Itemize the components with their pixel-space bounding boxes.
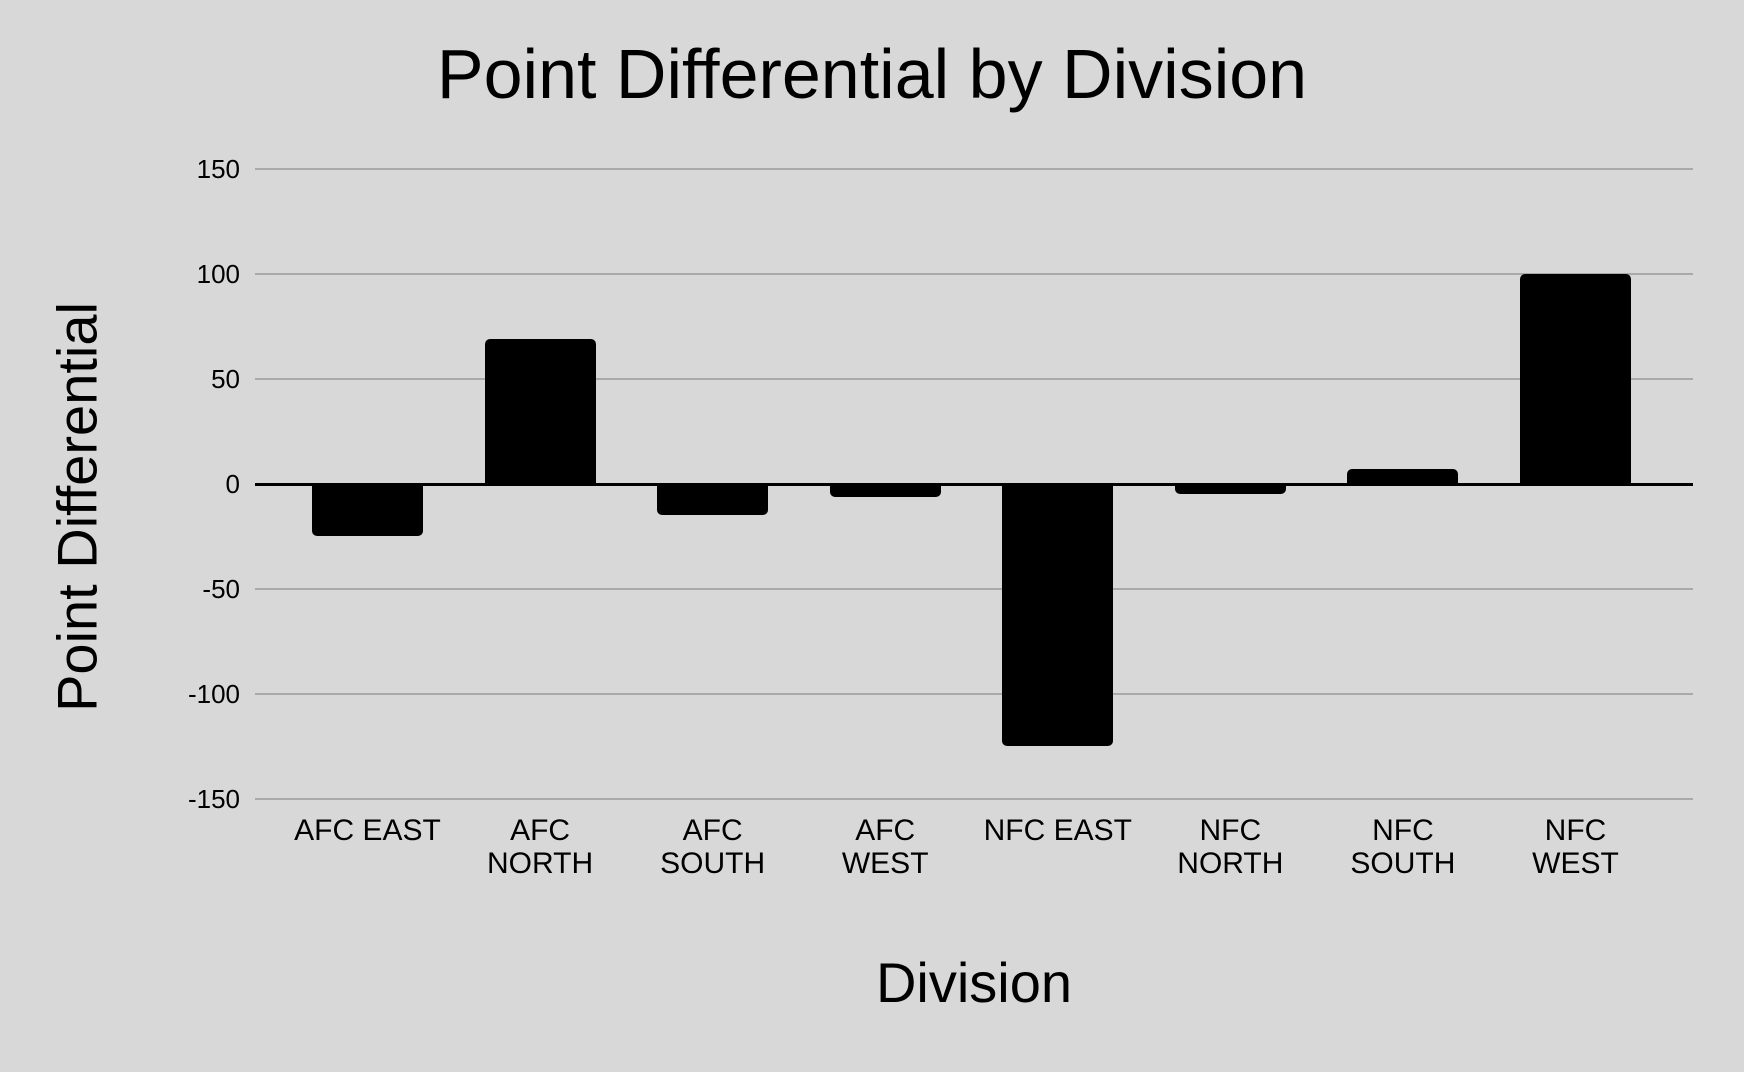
x-tick-label-nfc-west: NFC WEST: [1532, 814, 1619, 880]
gridline--100: [255, 692, 1693, 695]
gridline-50: [255, 378, 1693, 381]
x-tick-label-nfc-south: NFC SOUTH: [1350, 814, 1456, 880]
gridline--50: [255, 587, 1693, 590]
bar-afc-east[interactable]: [312, 484, 423, 537]
bar-nfc-east[interactable]: [1002, 484, 1114, 747]
x-tick-label-afc-west: AFC WEST: [841, 814, 929, 880]
y-tick-label-150: 150: [196, 154, 240, 185]
x-tick-label-nfc-east: NFC EAST: [983, 814, 1132, 847]
chart-title: Point Differential by Division: [436, 35, 1308, 113]
y-tick-label-50: 50: [211, 364, 240, 395]
bar-nfc-west[interactable]: [1519, 274, 1631, 484]
y-tick-label--100: -100: [187, 678, 240, 709]
gridline-150: [255, 168, 1693, 171]
y-tick-label--50: -50: [202, 573, 240, 604]
bar-nfc-north[interactable]: [1174, 484, 1286, 495]
y-tick-label-100: 100: [196, 259, 240, 290]
x-axis-line: [255, 482, 1693, 486]
y-axis-title: Point Differential: [45, 302, 109, 712]
x-tick-label-afc-south: AFC SOUTH: [660, 814, 766, 880]
bar-nfc-south[interactable]: [1347, 469, 1459, 484]
x-tick-label-nfc-north: NFC NORTH: [1177, 814, 1284, 880]
gridline-100: [255, 273, 1693, 276]
y-tick-label-0: 0: [225, 469, 240, 499]
x-tick-label-afc-north: AFC NORTH: [487, 814, 594, 880]
x-axis-title: Division: [875, 951, 1073, 1014]
bar-afc-north[interactable]: [484, 339, 596, 484]
bar-afc-west[interactable]: [829, 484, 941, 497]
gridline--150: [255, 797, 1693, 800]
x-tick-label-afc-east: AFC EAST: [294, 814, 441, 847]
bar-afc-south[interactable]: [657, 484, 769, 516]
y-tick-label--150: -150: [187, 783, 240, 814]
